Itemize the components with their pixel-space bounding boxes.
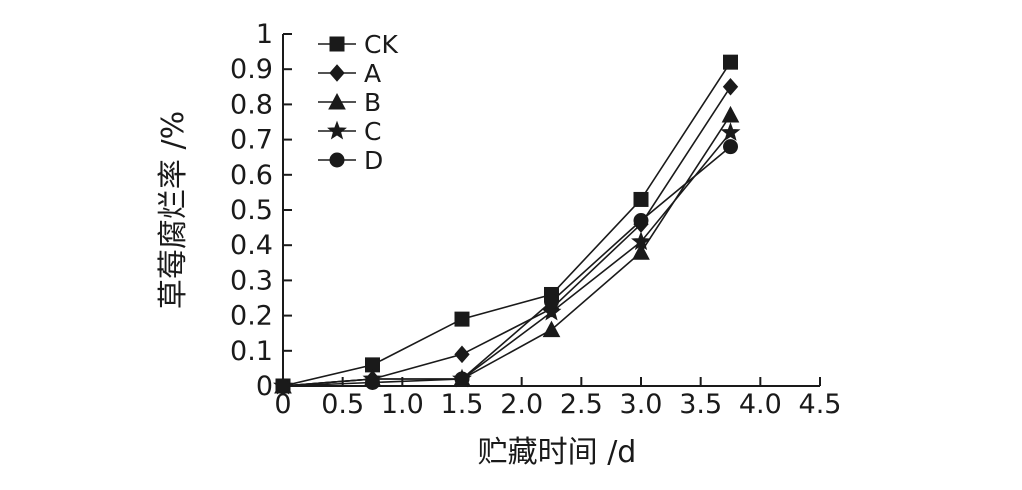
- series-b: [274, 105, 740, 394]
- x-tick-label: 2.0: [500, 389, 543, 420]
- legend-marker: [329, 36, 345, 52]
- series-line: [282, 145, 732, 387]
- legend-item: CK: [318, 30, 398, 59]
- y-tick-label: 1: [256, 19, 273, 50]
- series-c: [273, 122, 741, 395]
- x-tick-label: 1.0: [381, 389, 424, 420]
- data-point: [723, 139, 738, 155]
- data-point: [544, 294, 559, 310]
- data-point: [631, 231, 651, 251]
- data-point: [722, 78, 739, 96]
- x-tick-label: 4.0: [739, 389, 782, 420]
- data-point: [720, 122, 741, 141]
- legend-label: D: [364, 146, 383, 175]
- series-d: [275, 139, 738, 394]
- data-point: [633, 191, 649, 207]
- y-tick-label: 0.6: [230, 160, 273, 191]
- x-tick-label: 2.5: [560, 389, 603, 420]
- legend-label: C: [364, 117, 381, 146]
- legend-item: D: [318, 146, 383, 175]
- series-line: [282, 132, 732, 387]
- data-point: [454, 311, 470, 327]
- legend-marker: [327, 120, 347, 140]
- y-tick-label: 0.8: [230, 89, 273, 120]
- data-point: [632, 243, 650, 260]
- legend-marker: [328, 92, 346, 110]
- y-tick-label: 0: [256, 371, 273, 402]
- y-tick-label: 0.2: [230, 301, 273, 332]
- x-ticks: 0 0.5 1.0 1.5 2.0 2.5 3.0 3.5 4.0 4.5: [274, 377, 841, 420]
- y-tick-label: 0.7: [230, 125, 273, 156]
- y-tick-label: 0.9: [230, 54, 273, 85]
- y-tick-label: 0.3: [230, 265, 273, 296]
- series-layer: [273, 54, 741, 395]
- axes: 00.10.20.30.40.50.60.70.80.91 0 0.5 1.0 1.5…: [230, 19, 841, 420]
- x-tick-label: 0: [274, 389, 291, 420]
- x-tick-label: 0.5: [321, 389, 364, 420]
- legend-label: CK: [364, 30, 398, 59]
- data-point: [275, 378, 291, 394]
- series-ck: [275, 54, 738, 394]
- data-point: [454, 345, 470, 364]
- y-ticks: 0 0.1 0.2 0.3 0.4 0.5 0.6 0.7 0.8 0.9 1: [230, 19, 292, 402]
- y-tick-label: 0.1: [230, 336, 273, 367]
- series-line: [282, 61, 732, 387]
- legend-item: C: [318, 117, 381, 146]
- x-axis-title: 贮藏时间 /d: [478, 435, 637, 470]
- data-point: [454, 371, 470, 387]
- series-a: [275, 78, 739, 395]
- data-point: [541, 301, 562, 321]
- x-tick-label: 4.5: [799, 389, 842, 420]
- x-tick-label: 1.5: [441, 389, 484, 420]
- y-tick-label: 0.5: [230, 195, 273, 226]
- y-tick-label: 0.4: [230, 230, 273, 261]
- x-tick-label: 3.0: [620, 389, 663, 420]
- data-point: [721, 105, 740, 123]
- data-point: [723, 54, 738, 70]
- legend-label: B: [364, 88, 381, 117]
- data-point: [365, 374, 380, 390]
- legend-item: B: [318, 88, 381, 117]
- legend-marker: [329, 152, 345, 168]
- data-point: [542, 320, 561, 338]
- data-point: [633, 213, 649, 229]
- legend-marker: [329, 64, 345, 82]
- x-tick-label: 3.5: [679, 389, 722, 420]
- legend-label: A: [364, 59, 381, 88]
- legend-item: A: [318, 59, 381, 88]
- y-axis-title: 草莓腐烂率 /%: [156, 111, 191, 309]
